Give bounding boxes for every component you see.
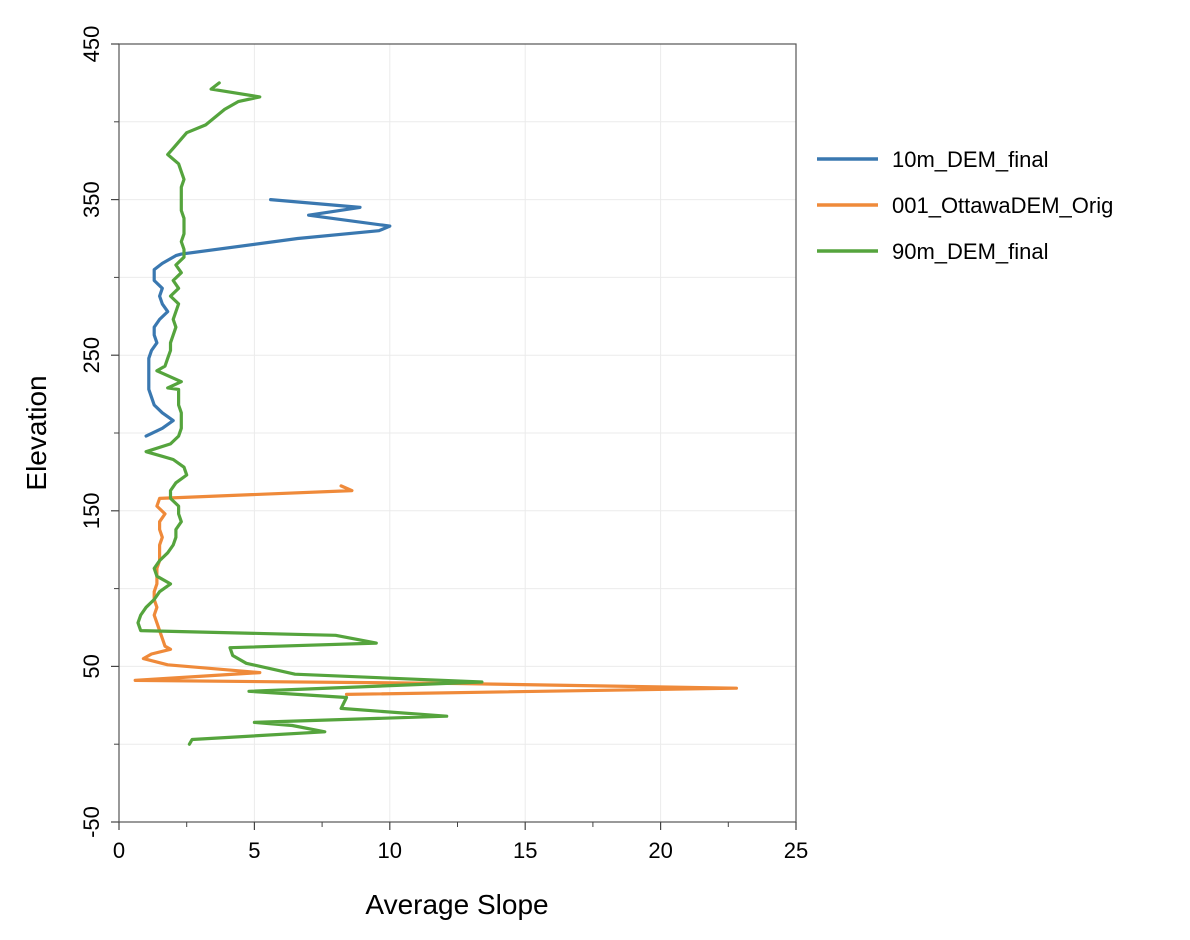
- legend-label: 10m_DEM_final: [892, 147, 1049, 172]
- legend: 10m_DEM_final 001_OttawaDEM_Orig 90m_DEM_f…: [817, 147, 1113, 264]
- y-tick-label: 150: [79, 492, 104, 529]
- legend-label: 001_OttawaDEM_Orig: [892, 193, 1113, 218]
- y-tick-label: 250: [79, 337, 104, 374]
- x-axis-title: Average Slope: [365, 889, 548, 920]
- x-tick-label: 15: [513, 838, 537, 863]
- y-tick-label: 50: [79, 654, 104, 678]
- x-tick-label: 10: [378, 838, 402, 863]
- y-tick-label: 450: [79, 26, 104, 63]
- x-tick-label: 25: [784, 838, 808, 863]
- y-axis-title: Elevation: [21, 375, 52, 490]
- x-tick-label: 0: [113, 838, 125, 863]
- series-line: [133, 484, 739, 697]
- y-tick-label: 350: [79, 181, 104, 218]
- x-tick-label: 20: [648, 838, 672, 863]
- x-tick-label: 5: [248, 838, 260, 863]
- y-tick-label: -50: [79, 806, 104, 838]
- series-line: [144, 198, 392, 438]
- series-lines: [133, 81, 739, 746]
- axis-ticks: 0 5 10 15 20 25 -50 50 150 250 350 450: [79, 26, 808, 863]
- series-line: [136, 81, 484, 746]
- legend-label: 90m_DEM_final: [892, 239, 1049, 264]
- grid-lines: [119, 44, 796, 822]
